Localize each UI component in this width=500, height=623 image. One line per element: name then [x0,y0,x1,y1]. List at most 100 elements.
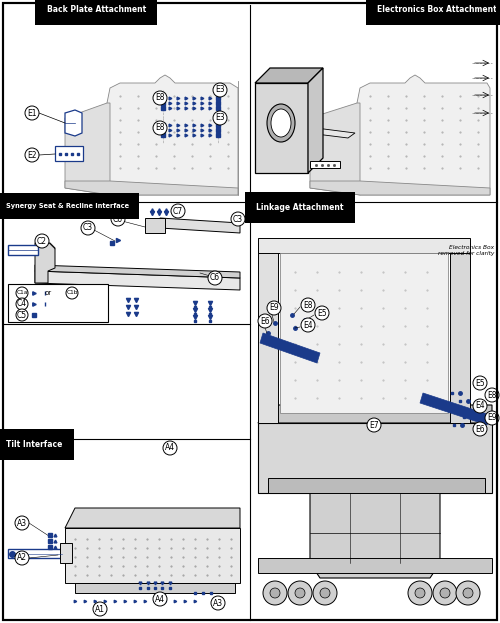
Bar [8,284,108,322]
Text: E5: E5 [475,379,485,388]
Text: Electronics Box Attachment: Electronics Box Attachment [378,5,497,14]
Polygon shape [35,271,240,290]
Polygon shape [255,68,323,83]
Text: E5: E5 [317,308,327,318]
Text: or: or [44,290,52,296]
Text: E2: E2 [27,151,37,159]
Circle shape [153,91,167,105]
Circle shape [473,376,487,390]
Text: C6: C6 [210,273,220,282]
Ellipse shape [271,109,291,137]
Text: E8: E8 [303,300,313,310]
Text: C6: C6 [113,214,123,224]
Circle shape [15,516,29,530]
Text: E8: E8 [487,391,497,399]
Text: Synergy Seat & Recline Interface: Synergy Seat & Recline Interface [6,203,129,209]
Circle shape [163,441,177,455]
Circle shape [415,588,425,598]
Polygon shape [450,243,470,423]
Circle shape [16,298,28,310]
Polygon shape [260,333,320,363]
Circle shape [81,221,95,235]
Polygon shape [55,146,83,161]
Circle shape [35,234,49,248]
Polygon shape [258,423,492,493]
Circle shape [213,83,227,97]
Circle shape [301,298,315,312]
Text: A4: A4 [165,444,175,452]
Text: A2: A2 [17,553,27,563]
Circle shape [463,588,473,598]
Polygon shape [268,478,485,493]
Text: E8: E8 [155,123,165,133]
Text: E3: E3 [215,85,225,95]
Polygon shape [8,245,38,255]
Circle shape [153,121,167,135]
Polygon shape [107,75,238,195]
Polygon shape [65,103,110,195]
Polygon shape [255,83,308,173]
Text: Electronics Box
removed for clarity: Electronics Box removed for clarity [438,245,494,256]
Circle shape [16,287,28,299]
Circle shape [485,388,499,402]
Circle shape [171,204,185,218]
Text: C7: C7 [173,206,183,216]
Circle shape [258,314,272,328]
Circle shape [66,287,78,299]
Circle shape [16,309,28,321]
Polygon shape [8,549,62,558]
Text: E6: E6 [475,424,485,434]
Circle shape [153,592,167,606]
Polygon shape [308,128,355,138]
Circle shape [408,581,432,605]
Circle shape [111,212,125,226]
Text: Back Plate Attachment: Back Plate Attachment [47,5,146,14]
Polygon shape [258,238,470,253]
Circle shape [367,418,381,432]
Circle shape [213,111,227,125]
Circle shape [208,271,222,285]
Circle shape [93,602,107,616]
Circle shape [315,306,329,320]
Circle shape [25,106,39,120]
Text: A3: A3 [213,599,223,607]
Circle shape [270,588,280,598]
Text: C2: C2 [37,237,47,245]
Polygon shape [258,243,278,423]
Polygon shape [145,218,165,233]
Text: E1: E1 [27,108,37,118]
Circle shape [231,212,245,226]
Text: Linkage Attachment: Linkage Attachment [256,203,344,212]
Circle shape [440,588,450,598]
Text: E6: E6 [260,316,270,325]
Polygon shape [75,583,235,593]
Circle shape [301,318,315,332]
Text: C3: C3 [83,224,93,232]
Circle shape [25,148,39,162]
Polygon shape [258,405,492,423]
Circle shape [267,301,281,315]
Polygon shape [65,528,240,583]
Ellipse shape [267,104,295,142]
Polygon shape [280,253,448,413]
Text: E4: E4 [303,320,313,330]
Text: C4: C4 [17,300,27,308]
Circle shape [473,422,487,436]
Polygon shape [357,75,490,195]
Polygon shape [310,161,340,168]
Circle shape [288,581,312,605]
Text: E9: E9 [269,303,279,313]
Circle shape [433,581,457,605]
Text: C3: C3 [233,214,243,224]
Polygon shape [310,181,490,195]
Text: C5: C5 [17,310,27,320]
Polygon shape [35,243,55,283]
Polygon shape [65,110,82,136]
Polygon shape [35,265,240,278]
Circle shape [263,581,287,605]
Text: A4: A4 [155,594,165,604]
Text: A1: A1 [95,604,105,614]
Polygon shape [420,393,490,425]
Circle shape [211,596,225,610]
Text: C1b: C1b [66,290,78,295]
